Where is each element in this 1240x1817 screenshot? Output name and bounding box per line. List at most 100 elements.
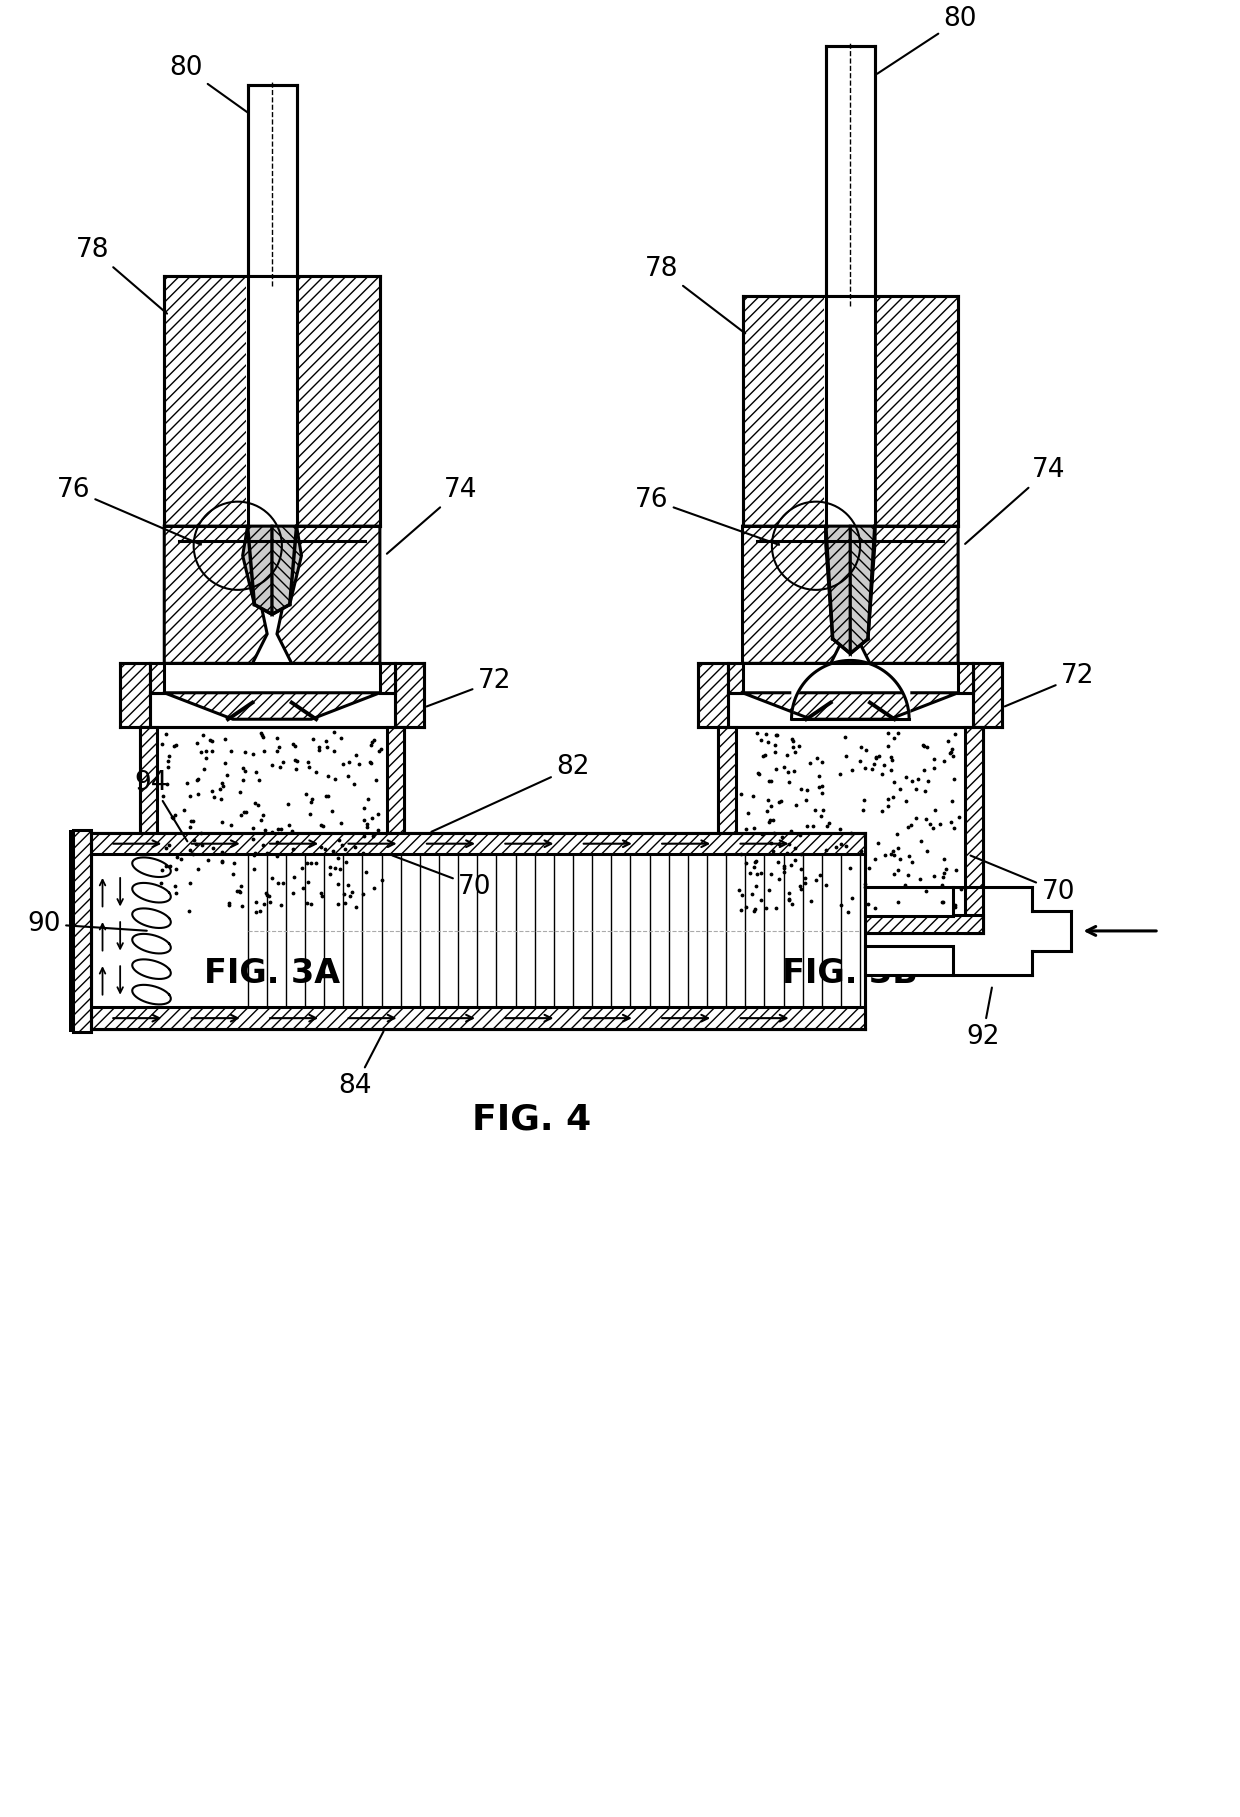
Point: [184, 839, 203, 869]
Point: [940, 740, 960, 769]
Point: [180, 869, 200, 898]
Point: [784, 756, 804, 785]
Point: [167, 843, 187, 872]
Point: [924, 745, 944, 774]
Point: [880, 756, 900, 785]
Point: [769, 865, 789, 894]
Point: [864, 845, 884, 874]
Point: [153, 781, 172, 810]
Bar: [120, 663, 150, 727]
Text: 84: 84: [339, 1032, 383, 1099]
Point: [317, 732, 337, 761]
Point: [918, 836, 937, 865]
Point: [908, 765, 928, 794]
Point: [841, 854, 861, 883]
Point: [761, 767, 781, 796]
Point: [760, 767, 780, 796]
Point: [187, 729, 207, 758]
Point: [914, 756, 934, 785]
Point: [353, 805, 373, 834]
Bar: [965, 727, 982, 932]
Point: [781, 850, 801, 879]
Point: [330, 854, 350, 883]
Point: [756, 720, 776, 749]
Point: [924, 754, 944, 783]
Point: [751, 859, 771, 889]
Point: [303, 725, 322, 754]
Bar: [823, 296, 877, 527]
Point: [300, 799, 320, 829]
Point: [298, 869, 317, 898]
Point: [254, 889, 274, 918]
Point: [942, 787, 962, 816]
Point: [298, 747, 317, 776]
Point: [196, 743, 216, 772]
Point: [334, 879, 353, 908]
Point: [945, 765, 965, 794]
Point: [353, 879, 373, 908]
Point: [888, 887, 908, 916]
Point: [285, 732, 305, 761]
Point: [260, 887, 280, 916]
Point: [883, 783, 903, 812]
Point: [231, 870, 250, 899]
Bar: [91, 832, 866, 854]
Point: [159, 830, 179, 859]
Point: [899, 859, 919, 889]
Point: [842, 819, 862, 849]
Point: [331, 809, 351, 838]
Point: [283, 730, 303, 760]
Point: [774, 858, 794, 887]
Point: [371, 734, 391, 763]
Point: [329, 889, 348, 918]
Point: [263, 863, 283, 892]
Point: [215, 725, 234, 754]
Polygon shape: [851, 527, 875, 654]
Point: [920, 810, 940, 839]
Bar: [866, 887, 954, 916]
Point: [914, 730, 934, 760]
Point: [322, 836, 342, 865]
Point: [835, 721, 854, 750]
Point: [858, 854, 878, 883]
Point: [329, 843, 348, 872]
Point: [211, 774, 231, 803]
Point: [791, 874, 811, 903]
Point: [748, 718, 768, 747]
Point: [880, 839, 900, 869]
Point: [362, 803, 382, 832]
Point: [806, 865, 826, 894]
Bar: [73, 830, 91, 1032]
Point: [268, 723, 288, 752]
Point: [945, 720, 965, 749]
Point: [188, 854, 208, 883]
Point: [325, 854, 345, 883]
Point: [301, 849, 321, 878]
Point: [363, 821, 383, 850]
Point: [171, 845, 191, 874]
Point: [838, 898, 858, 927]
Point: [219, 890, 239, 919]
Point: [746, 872, 766, 901]
Point: [293, 872, 312, 901]
Point: [315, 834, 335, 863]
Point: [191, 819, 211, 849]
Point: [314, 812, 334, 841]
Point: [946, 856, 966, 885]
Point: [737, 849, 756, 878]
Point: [284, 863, 304, 892]
Point: [932, 889, 952, 918]
Point: [284, 878, 304, 907]
Point: [153, 856, 172, 885]
Point: [942, 741, 962, 770]
Point: [895, 787, 915, 816]
Point: [253, 801, 273, 830]
Point: [273, 747, 293, 776]
Point: [255, 879, 275, 908]
Point: [309, 736, 329, 765]
Point: [730, 896, 750, 925]
Point: [758, 785, 777, 814]
Point: [252, 805, 272, 834]
Point: [784, 727, 804, 756]
Point: [254, 736, 274, 765]
